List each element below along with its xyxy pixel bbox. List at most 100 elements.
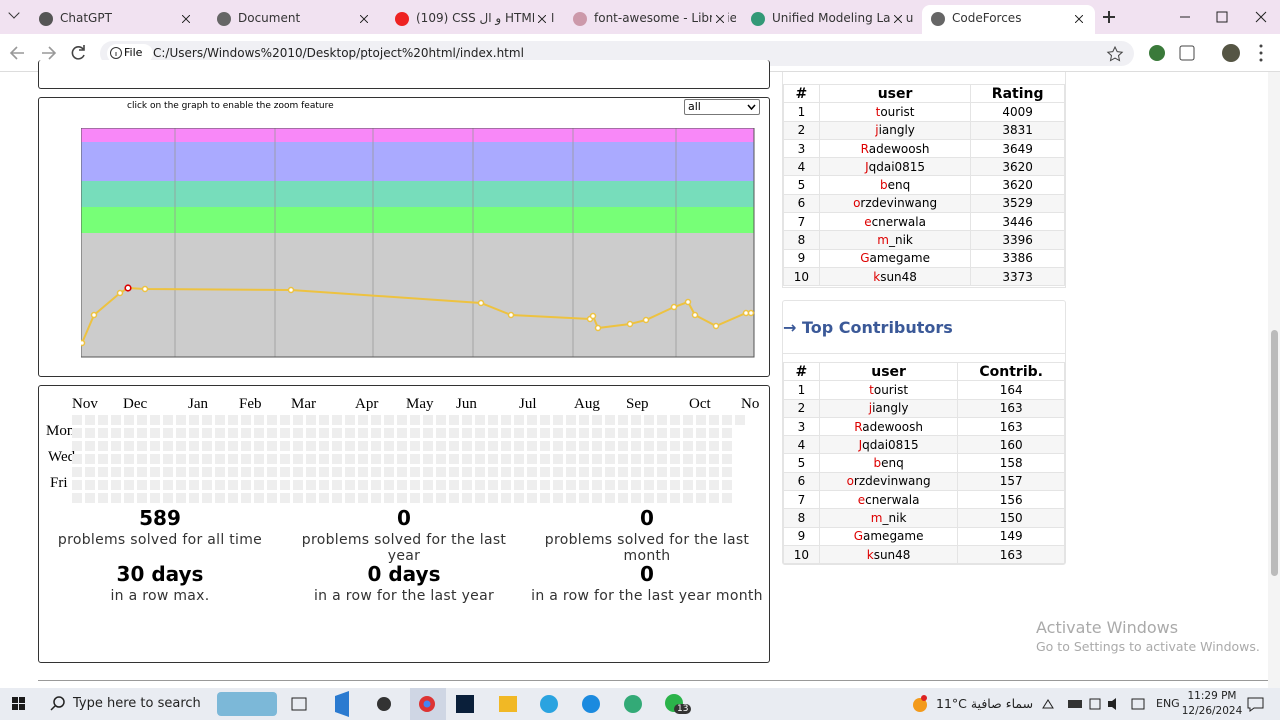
stat: 589 problems solved for all time <box>40 506 280 548</box>
tab[interactable]: (109) CSS و ال HTML ام ال <box>386 5 558 34</box>
heat-cell <box>605 454 615 464</box>
heat-cell <box>514 428 524 438</box>
rank: 3 <box>783 138 820 159</box>
scroll-thumb[interactable] <box>1271 330 1278 576</box>
user-link[interactable]: m_nik <box>818 230 972 250</box>
user-link[interactable]: ecnerwala <box>818 212 972 232</box>
heat-cell <box>423 480 433 490</box>
tab-title: CodeForces <box>952 11 1022 25</box>
tab[interactable]: ChatGPT <box>30 5 202 34</box>
window-controls[interactable] <box>1165 6 1280 28</box>
heat-cell <box>501 454 511 464</box>
heat-cell <box>670 467 680 477</box>
user-link[interactable]: ecnerwala <box>818 490 959 510</box>
user-link[interactable]: tourist <box>818 380 959 400</box>
user-link[interactable]: ksun48 <box>818 266 972 287</box>
heat-cell <box>514 493 524 503</box>
header-row: # user Contrib. <box>783 361 1065 382</box>
browser-toolbar-icons[interactable] <box>1140 40 1280 66</box>
heat-cell <box>319 493 329 503</box>
rating-graph[interactable] <box>81 128 756 359</box>
user-link[interactable]: Jqdai0815 <box>818 435 959 455</box>
user-link[interactable]: jiangly <box>818 398 959 418</box>
heat-cell <box>709 493 719 503</box>
heat-cell <box>722 467 732 477</box>
user-link[interactable]: tourist <box>818 102 972 122</box>
bookmark-star[interactable] <box>1106 45 1124 63</box>
heat-cell <box>696 467 706 477</box>
taskbar-left-icons[interactable] <box>0 688 420 720</box>
heat-cell <box>202 428 212 438</box>
tab[interactable]: Unified Modeling Languag <box>742 5 914 34</box>
heat-cell <box>228 415 238 425</box>
user-link[interactable]: Radewoosh <box>818 416 959 437</box>
day-label: Mon <box>46 423 75 439</box>
user-link[interactable]: Jqdai0815 <box>818 157 972 177</box>
heat-cell <box>410 415 420 425</box>
user-link[interactable]: ksun48 <box>818 544 959 565</box>
heat-cell <box>618 480 628 490</box>
user-link[interactable]: Radewoosh <box>818 138 972 159</box>
input-language[interactable]: ENG <box>1156 697 1180 710</box>
user-link[interactable]: m_nik <box>818 508 959 528</box>
heat-cell <box>137 493 147 503</box>
range-select-value: all <box>688 100 701 113</box>
stats: 589 problems solved for all time 0 problems… <box>39 506 769 606</box>
heat-cell <box>254 467 264 477</box>
heat-cell <box>488 493 498 503</box>
heat-cell <box>527 415 537 425</box>
heat-cell <box>345 480 355 490</box>
tab-close-icon <box>1075 15 1083 23</box>
tab[interactable]: font-awesome - Libraries - <box>564 5 736 34</box>
table-row: 7 ecnerwala 156 <box>783 490 1065 510</box>
rank: 5 <box>783 453 820 473</box>
clock-date[interactable]: 12/26/2024 <box>1181 705 1243 717</box>
weather[interactable]: 11°C سماء صافية <box>936 696 1034 711</box>
heat-cell <box>150 441 160 451</box>
user-link[interactable]: Gamegame <box>818 248 972 268</box>
heat-cell <box>358 467 368 477</box>
month-label: Aug <box>574 396 600 412</box>
heat-cell <box>306 415 316 425</box>
clock-time[interactable]: 11:29 PM <box>1187 690 1237 702</box>
tab[interactable]: Document <box>208 5 380 34</box>
heat-cell <box>228 480 238 490</box>
user-link[interactable]: orzdevinwang <box>818 193 972 214</box>
user-link[interactable]: orzdevinwang <box>818 471 959 492</box>
nav-buttons[interactable] <box>0 34 100 72</box>
month-label: Jan <box>188 396 208 412</box>
heat-cell <box>553 454 563 464</box>
search-box[interactable]: Type here to search <box>73 696 201 711</box>
user-link[interactable]: benq <box>818 453 959 473</box>
heat-cell <box>267 493 277 503</box>
heat-cell <box>657 467 667 477</box>
notification-center[interactable] <box>1246 696 1266 712</box>
tab[interactable]: CodeForces <box>922 5 1095 34</box>
user-link[interactable]: Gamegame <box>818 526 959 546</box>
heat-cell <box>176 467 186 477</box>
tray-icons[interactable] <box>1040 696 1150 712</box>
heat-cell <box>228 441 238 451</box>
user-link[interactable]: benq <box>818 175 972 195</box>
heat-cell <box>527 480 537 490</box>
heat-cell <box>605 415 615 425</box>
stat-label: in a row for the last year <box>313 588 495 604</box>
table-row: 5 benq 3620 <box>783 175 1065 195</box>
user-link[interactable]: jiangly <box>818 120 972 140</box>
scrollbar[interactable] <box>1268 72 1280 688</box>
tab-search[interactable] <box>8 7 20 19</box>
heat-cell <box>293 493 303 503</box>
stat-value: 0 days <box>367 562 441 586</box>
heat-cell <box>475 428 485 438</box>
heat-cell <box>98 428 108 438</box>
heat-cell <box>228 454 238 464</box>
rank: 1 <box>783 380 820 400</box>
heat-cell <box>475 441 485 451</box>
heat-cell <box>449 480 459 490</box>
heat-cell <box>137 454 147 464</box>
heat-cell <box>722 454 732 464</box>
heat-cell <box>176 415 186 425</box>
url[interactable]: C:/Users/Windows%2010/Desktop/ptoject%20… <box>153 46 524 60</box>
taskbar-apps[interactable] <box>410 688 700 720</box>
range-select[interactable]: all <box>684 99 760 115</box>
